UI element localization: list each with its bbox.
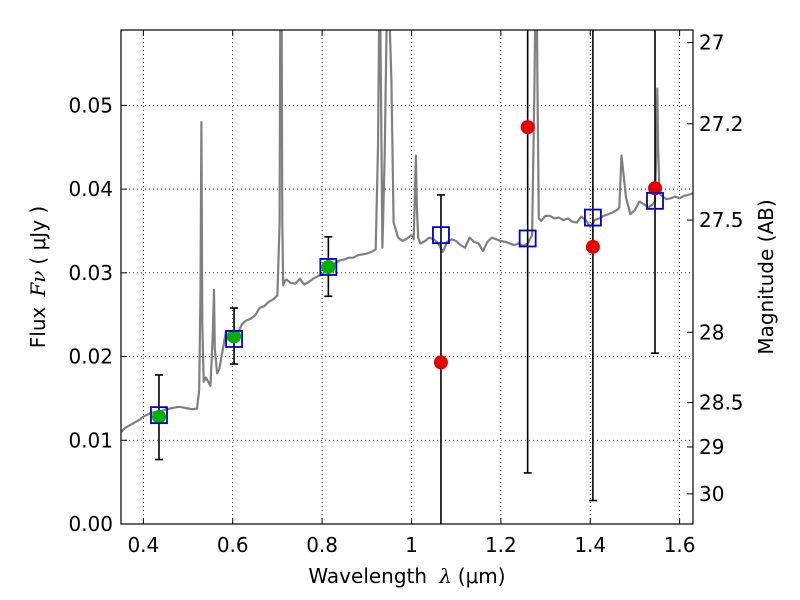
grid	[121, 30, 693, 525]
y2-tick-label: 28	[699, 320, 724, 344]
y-tick-label: 0.05	[68, 93, 113, 117]
y-tick-label: 0.04	[68, 177, 113, 201]
plot-area	[121, 30, 693, 524]
detection-point	[321, 259, 336, 274]
spectrum-line	[121, 30, 693, 433]
y-tick-label: 0.02	[68, 345, 113, 369]
detection-point	[227, 329, 242, 344]
model-square	[518, 229, 537, 248]
upper-limit-point	[433, 355, 448, 370]
y-tick-label: 0.00	[68, 512, 113, 536]
y2-tick-label: 27.5	[699, 208, 744, 232]
y-axis: 0.00 0.01 0.02 0.03 0.04 0.05	[68, 93, 127, 536]
upper-limit-point	[585, 239, 600, 254]
model-square	[646, 191, 664, 210]
x-tick-label: 0.8	[306, 533, 338, 557]
y2-tick-label: 30	[699, 482, 724, 506]
x-axis: 0.4 0.6 0.8 1 1.2 1.4 1.6	[127, 30, 696, 557]
y-tick-label: 0.01	[68, 428, 113, 452]
plot-frame	[120, 29, 694, 525]
y-tick-label: 0.03	[68, 261, 113, 285]
x-tick-label: 0.4	[127, 533, 159, 557]
x-tick-label: 0.6	[217, 533, 249, 557]
model-square	[319, 258, 338, 276]
y2-tick-label: 29	[699, 435, 724, 459]
y2-axis: 27 27.2 27.5 28 28.5 29 30	[687, 31, 744, 506]
upper-limit-point	[520, 120, 535, 135]
x-tick-label: 1.2	[485, 533, 517, 557]
upper-limit-point	[648, 181, 663, 196]
model-square	[150, 406, 168, 425]
y2-tick-label: 28.5	[699, 391, 744, 415]
model-square	[432, 226, 450, 245]
model-square	[584, 208, 602, 227]
plot-content	[121, 30, 693, 524]
y2-tick-label: 27.2	[699, 112, 744, 136]
x-tick-label: 1.6	[664, 533, 696, 557]
x-tick-label: 1.4	[574, 533, 606, 557]
x-axis-label: Wavelength λ (μm)	[308, 564, 505, 588]
detection-point	[151, 409, 166, 424]
model-square	[225, 330, 243, 348]
x-tick-label: 1	[405, 533, 418, 557]
y2-axis-label: Magnitude (AB)	[754, 199, 778, 354]
y2-tick-label: 27	[699, 31, 724, 55]
y-axis-label: FluxFν( μJy )	[26, 206, 50, 348]
